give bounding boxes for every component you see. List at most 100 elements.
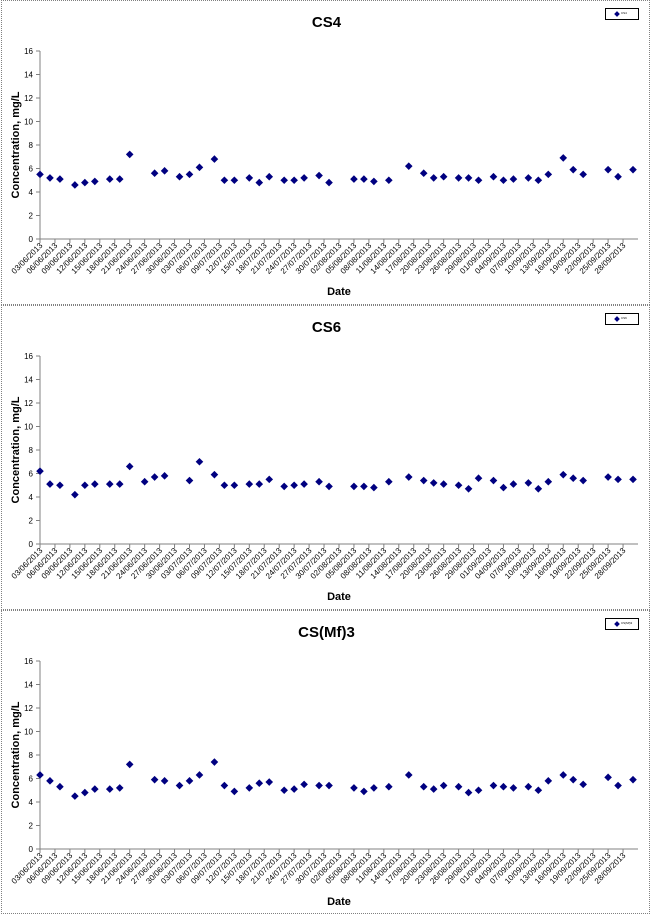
data-point [509,480,518,488]
data-point [604,773,612,782]
data-point [150,473,159,481]
y-tick-label: 4 [29,493,34,502]
data-point [175,781,184,790]
data-point [195,457,204,466]
data-point [439,781,448,790]
data-point [230,787,239,796]
data-point [46,480,54,488]
y-tick-label: 12 [24,704,33,713]
data-point [290,481,298,490]
data-point [325,781,333,790]
y-axis-title: Concentration, mg/L [10,396,22,503]
data-point [185,476,194,485]
data-point [71,792,79,800]
y-tick-label: 8 [29,446,34,455]
data-point [91,177,99,186]
y-tick-label: 8 [29,141,34,150]
data-point [350,175,358,183]
data-point [534,176,543,185]
data-point [614,475,622,484]
data-point [385,176,393,185]
data-point [579,476,587,485]
data-point [579,170,587,179]
data-point [360,482,368,491]
y-tick-label: 16 [24,657,33,666]
data-point [429,174,438,182]
data-point [489,476,498,485]
data-point [604,165,612,174]
chart-title: CS6 [312,319,341,336]
data-point [404,771,413,779]
data-point [474,786,483,795]
data-point [56,175,64,183]
data-point [115,480,124,488]
data-point [569,165,578,174]
data-point [290,176,298,185]
y-tick-label: 14 [24,376,33,385]
data-point [300,174,308,182]
chart-title: CS(Mf)3 [298,624,355,641]
data-point [489,781,498,790]
data-point [474,176,483,185]
data-point [160,472,169,480]
data-point [439,172,448,181]
data-point [91,785,99,793]
y-tick-label: 10 [24,728,33,737]
chart-panel-csmf3: CS(Mf)3 0 2 4 6 8 10 12 14 16 03/06/2013 06/06/2013… [1,610,650,914]
data-point [315,171,323,180]
data-point [419,169,428,177]
data-point [255,480,264,488]
data-point [115,784,124,792]
data-point [559,470,568,479]
data-point [370,177,378,186]
data-point [300,480,308,488]
data-point [91,480,99,488]
data-point [404,473,413,481]
data-point [629,775,637,784]
y-tick-label: 12 [24,94,33,103]
data-point [419,476,428,485]
y-tick-label: 2 [29,212,34,221]
data-point [160,167,169,175]
data-point [629,475,637,484]
data-point [46,777,54,785]
chart-title: CS4 [312,14,342,31]
data-point [115,175,124,183]
data-point [105,785,114,793]
data-point [56,481,64,490]
data-point [370,784,378,792]
y-tick-label: 2 [29,822,34,831]
y-tick-label: 6 [29,165,34,174]
data-point [419,782,428,791]
y-tick-label: 0 [29,235,34,244]
legend-marker [614,11,620,17]
data-point [429,785,438,793]
x-axis-title: Date [327,286,351,298]
y-tick-label: 16 [24,47,33,56]
data-point [290,785,298,793]
data-point [489,172,498,181]
data-point [360,175,368,183]
data-point [454,481,463,490]
y-axis-title: Concentration, mg/L [10,701,22,808]
data-point [614,781,622,790]
data-point [265,172,274,181]
data-point [280,786,288,795]
data-point [404,162,413,170]
data-point [454,782,463,791]
data-point [325,178,333,187]
data-point [360,787,368,796]
data-point [125,150,134,159]
data-point [125,462,134,471]
data-point [230,481,239,490]
data-point [230,176,239,185]
data-point [81,788,89,797]
data-point [210,758,219,766]
chart-panel-cs4: CS4 0 2 4 6 8 10 12 14 16 03/06/2013 06/06/2013 09/0… [1,0,650,305]
data-point [245,784,254,792]
chart-panel-cs6: CS6 0 2 4 6 8 10 12 14 16 03/06/2013 06/06/2013 09/0… [1,305,650,610]
data-point [245,480,254,488]
data-point [150,169,159,177]
data-point [210,155,219,163]
data-point [464,174,473,182]
